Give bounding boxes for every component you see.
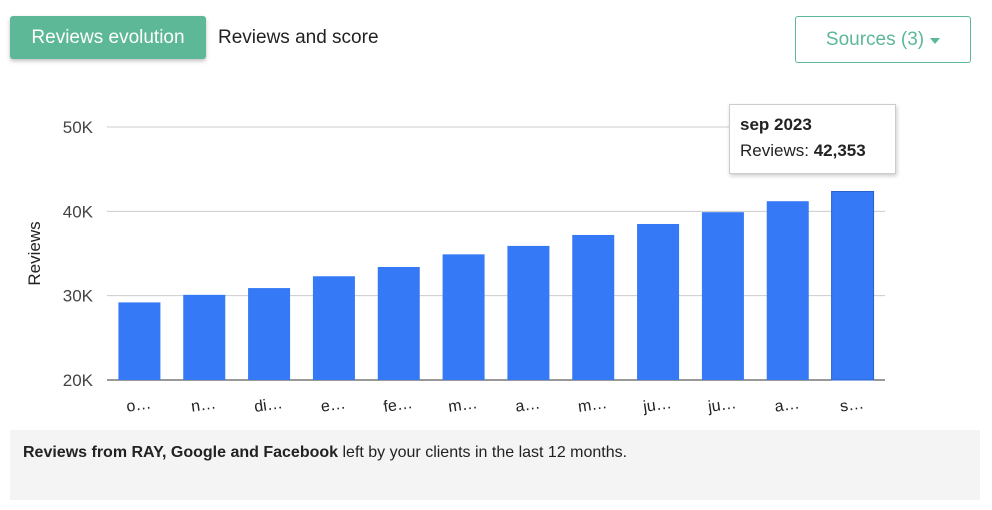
sources-button-label: Sources (3) — [825, 28, 925, 50]
x-tick-label: o… — [125, 395, 152, 415]
chart-caption: Reviews from RAY, Google and Facebook le… — [10, 430, 980, 500]
tooltip-value: 42,353 — [813, 141, 866, 160]
caption-text: left by your clients in the last 12 mont… — [338, 444, 628, 461]
bar — [507, 245, 550, 380]
sources-dropdown-button[interactable]: Sources (3) — [795, 16, 971, 63]
tooltip-row: Reviews: 42,353 — [740, 141, 885, 161]
tab-reviews-and-score[interactable]: Reviews and score — [218, 27, 379, 48]
bar — [248, 288, 291, 380]
x-tick-label: m… — [447, 395, 478, 416]
tab-reviews-evolution[interactable]: Reviews evolution — [10, 16, 206, 59]
caret-down-icon — [930, 37, 941, 44]
bar — [637, 223, 680, 380]
bar — [377, 266, 420, 380]
bar — [442, 254, 485, 380]
reviews-bar-chart: 20K 30K 40K 50K Reviews o… n… di… e… fe… m… a… m… ju…… — [25, 118, 885, 416]
chart-tooltip: sep 2023 Reviews: 42,353 — [729, 104, 896, 174]
x-tick-label: e… — [320, 395, 347, 415]
x-tick-label: a… — [514, 395, 541, 415]
x-tick-label: fe… — [382, 395, 413, 416]
y-tick-label: 20K — [63, 371, 94, 390]
y-tick-label: 50K — [63, 118, 94, 137]
caption-bold: Reviews from RAY, Google and Facebook — [23, 444, 339, 461]
y-tick-label: 30K — [63, 287, 94, 306]
tooltip-title: sep 2023 — [740, 115, 812, 134]
x-tick-label: ju… — [706, 395, 738, 416]
bar — [183, 294, 226, 380]
y-tick-label: 40K — [63, 202, 94, 221]
bar — [766, 201, 809, 380]
bar — [312, 276, 355, 380]
bar — [572, 234, 615, 380]
x-tick-label: di… — [253, 395, 284, 416]
x-tick-label: s… — [839, 395, 865, 415]
y-axis-label: Reviews — [25, 221, 44, 285]
tooltip-series-label: Reviews: — [740, 141, 809, 160]
x-tick-label: ju… — [641, 395, 673, 416]
x-tick-label: m… — [577, 395, 608, 416]
bar — [701, 212, 744, 380]
bar — [831, 190, 875, 381]
bar — [118, 302, 161, 380]
x-tick-label: n… — [190, 395, 217, 415]
x-tick-label: a… — [774, 395, 801, 415]
